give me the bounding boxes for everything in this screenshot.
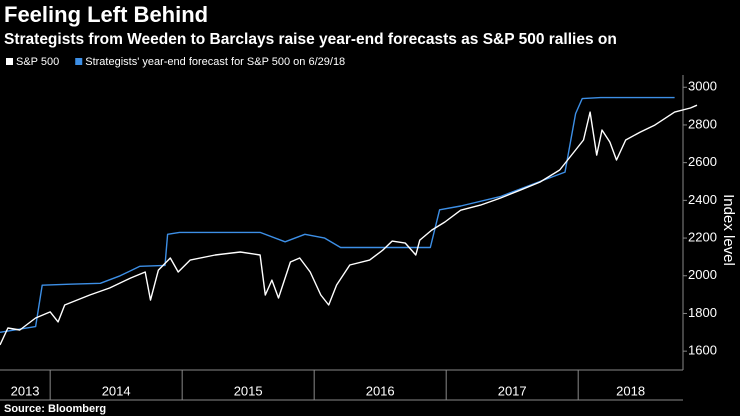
y-tick-label: 1800	[688, 305, 717, 320]
legend-label: S&P 500	[16, 56, 59, 68]
x-tick-label: 2013	[11, 383, 40, 398]
series-line	[0, 104, 698, 346]
series-line	[0, 96, 675, 333]
legend-label: Strategists' year-end forecast for S&P 5…	[85, 56, 345, 68]
y-tick-label: 1600	[688, 343, 717, 358]
x-tick-label: 2018	[616, 383, 645, 398]
y-tick-label: 2400	[688, 192, 717, 207]
chart-subtitle: Strategists from Weeden to Barclays rais…	[4, 31, 617, 48]
x-tick-label: 2016	[366, 383, 395, 398]
chart-title: Feeling Left Behind	[4, 2, 208, 27]
x-tick-label: 2014	[102, 383, 131, 398]
y-tick-label: 3000	[688, 79, 717, 94]
legend-swatch	[75, 58, 83, 65]
y-tick-label: 2800	[688, 116, 717, 131]
x-tick-label: 2017	[498, 383, 527, 398]
x-tick-label: 2015	[234, 383, 263, 398]
y-tick-label: 2000	[688, 267, 717, 282]
source: Source: Bloomberg	[4, 403, 106, 415]
y-tick-label: 2600	[688, 154, 717, 169]
y-tick-label: 2200	[688, 229, 717, 244]
y-axis-label: Index level	[720, 194, 737, 266]
legend-swatch	[6, 58, 13, 65]
